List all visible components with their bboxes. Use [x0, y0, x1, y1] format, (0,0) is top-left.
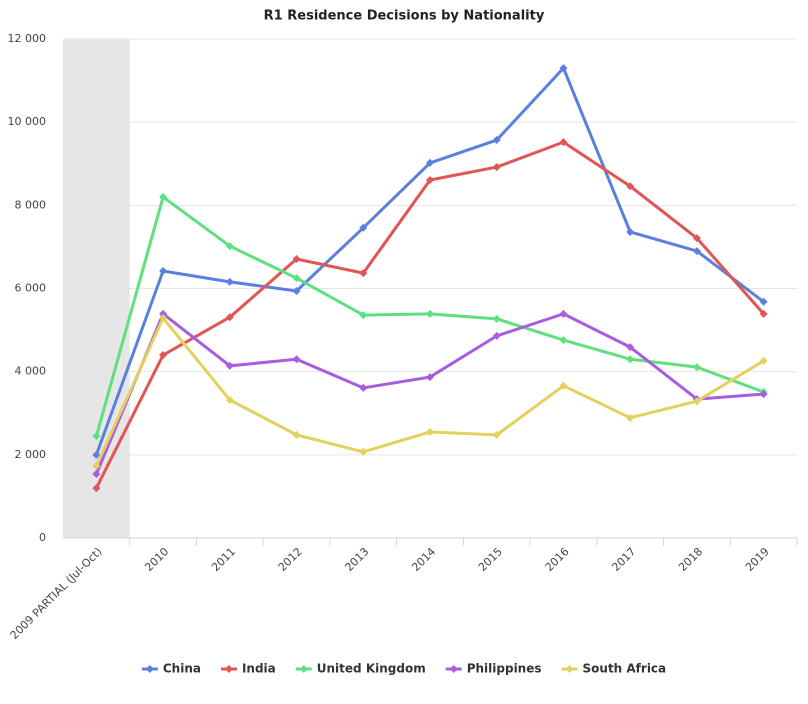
data-point [692, 397, 701, 406]
legend-item: South Africa [561, 662, 667, 676]
data-point [692, 247, 701, 256]
legend: China India United Kingdom Philippines South… [141, 662, 667, 676]
data-point [92, 432, 101, 441]
data-point [292, 430, 301, 439]
y-tick-label: 2 000 [15, 448, 47, 461]
data-point [426, 373, 434, 382]
legend-item: Philippines [445, 662, 542, 676]
y-tick-label: 6 000 [15, 282, 47, 295]
data-point [759, 309, 768, 318]
data-point [759, 390, 768, 399]
y-tick-label: 12 000 [8, 32, 47, 45]
legend-label: Philippines [467, 662, 542, 676]
legend-item: India [220, 662, 276, 676]
data-point [426, 309, 434, 318]
data-point [559, 138, 568, 147]
data-point [359, 383, 368, 392]
data-point [759, 356, 768, 365]
data-point [359, 269, 368, 278]
data-point [359, 447, 368, 456]
data-point [92, 462, 101, 471]
y-tick-label: 0 [39, 531, 46, 544]
data-point [426, 158, 434, 167]
data-point [225, 361, 234, 370]
legend-marker [224, 665, 233, 673]
data-point [359, 311, 368, 320]
data-point [359, 223, 368, 232]
data-point [426, 427, 434, 436]
data-point [626, 182, 635, 191]
legend-item: China [141, 662, 201, 676]
chart-title: R1 Residence Decisions by Nationality [264, 9, 545, 24]
data-point [492, 314, 501, 323]
data-point [626, 413, 635, 422]
data-point [159, 314, 168, 323]
legend-marker [145, 665, 154, 673]
data-point [492, 331, 501, 340]
data-point [426, 175, 434, 184]
data-point [92, 469, 101, 478]
legend-marker [449, 665, 458, 673]
data-point [225, 395, 234, 404]
data-point [225, 313, 234, 322]
data-point [559, 309, 568, 318]
data-point [92, 484, 101, 493]
data-point [92, 450, 101, 459]
data-point [492, 430, 501, 439]
data-point [292, 355, 301, 364]
data-point [692, 363, 701, 372]
data-point [759, 297, 768, 306]
legend-label: India [242, 662, 276, 676]
data-point [626, 227, 635, 236]
data-point [292, 274, 301, 283]
data-point [626, 355, 635, 364]
data-point [159, 193, 168, 202]
legend-item: United Kingdom [295, 662, 426, 676]
data-point [492, 136, 501, 145]
data-point [292, 286, 301, 295]
data-point [626, 343, 635, 352]
data-point [559, 336, 568, 345]
legend-marker [299, 665, 308, 673]
data-point [292, 254, 301, 263]
legend-label: United Kingdom [317, 662, 426, 676]
data-point [692, 234, 701, 243]
data-point [159, 309, 168, 318]
y-tick-label: 8 000 [15, 198, 47, 211]
data-point [225, 277, 234, 286]
data-point [159, 351, 168, 360]
y-tick-label: 4 000 [15, 365, 47, 378]
data-point [225, 242, 234, 251]
data-point [559, 381, 568, 390]
y-tick-label: 10 000 [8, 115, 47, 128]
legend-marker [565, 665, 574, 673]
data-point [492, 163, 501, 172]
data-point [559, 64, 568, 73]
data-point [159, 267, 168, 276]
legend-label: South Africa [583, 662, 667, 676]
legend-label: China [163, 662, 201, 676]
